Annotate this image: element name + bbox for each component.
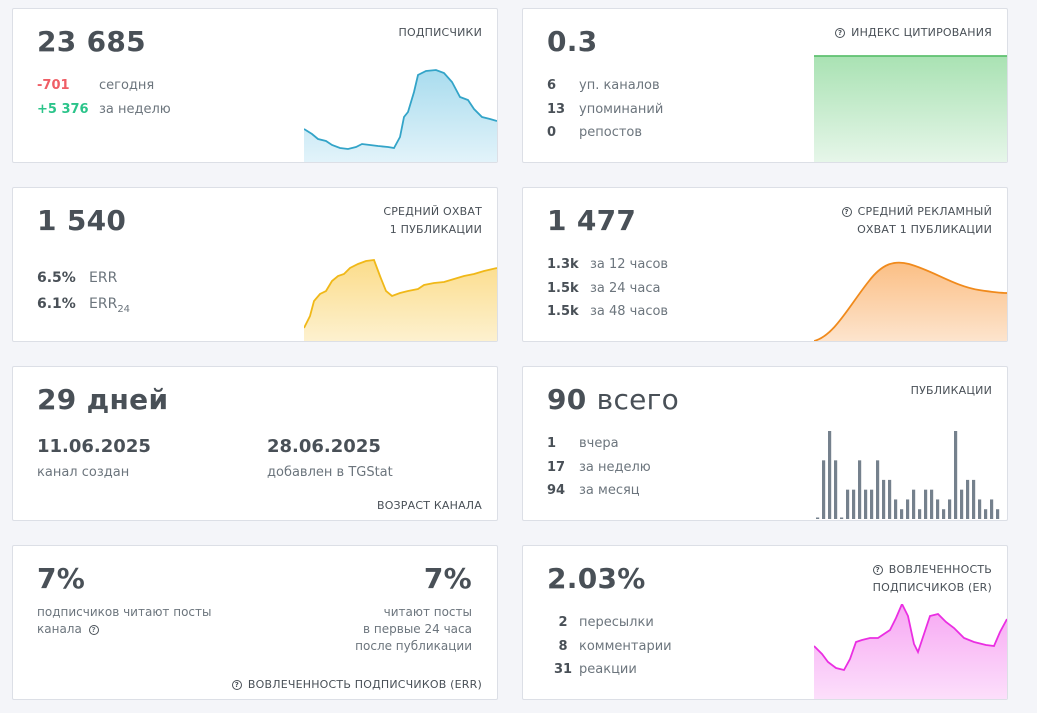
- citation-row: 13 упоминаний: [547, 102, 664, 117]
- today-value: -701: [37, 78, 70, 93]
- ad-reach-row: 1.3k за 12 часов: [547, 257, 669, 272]
- subscribers-sparkline: [304, 69, 497, 162]
- err24-row: 6.1% ERR24: [37, 296, 131, 315]
- channel-age-value: 29 дней: [37, 383, 169, 416]
- help-icon[interactable]: ?: [872, 565, 883, 575]
- er-value: 2.03%: [547, 562, 646, 595]
- ad-reach-row: 1.5k за 48 часов: [547, 304, 669, 319]
- help-icon[interactable]: ?: [841, 207, 852, 217]
- publication-bar: [918, 509, 922, 519]
- citation-row: 0 репостов: [547, 125, 643, 140]
- publication-bar: [990, 499, 994, 519]
- added-date: 28.06.2025: [267, 436, 381, 457]
- publication-bar: [876, 460, 880, 519]
- ad-reach-row: 1.5k за 24 часа: [547, 281, 661, 296]
- citation-value: 0.3: [547, 25, 598, 58]
- subscribers-week: +5 376 за неделю: [37, 98, 171, 122]
- today-label: сегодня: [99, 78, 155, 93]
- created-date: 11.06.2025: [37, 436, 151, 457]
- ad-reach-label: ? СРЕДНИЙ РЕКЛАМНЫЙ ОХВАТ 1 ПУБЛИКАЦИИ: [841, 203, 992, 239]
- added-label: добавлен в TGStat: [267, 465, 393, 480]
- ad-reach-card[interactable]: 1 477 ? СРЕДНИЙ РЕКЛАМНЫЙ ОХВАТ 1 ПУБЛИКА…: [522, 187, 1008, 342]
- err-left-desc: подписчиков читают посты канала ?: [37, 605, 212, 636]
- publication-bar: [852, 489, 856, 519]
- week-value: +5 376: [37, 102, 89, 117]
- er-row: 2 пересылки: [558, 615, 654, 630]
- publication-bar: [948, 499, 952, 519]
- publication-bar: [864, 489, 868, 519]
- publications-row: 94 за месяц: [547, 483, 640, 498]
- publication-bar: [900, 509, 904, 519]
- er-row: 8 комментарии: [558, 639, 672, 654]
- avg-reach-value: 1 540: [37, 204, 127, 237]
- citation-label: ? ИНДЕКС ЦИТИРОВАНИЯ: [835, 24, 992, 42]
- help-icon[interactable]: ?: [835, 28, 846, 38]
- publication-bar: [960, 489, 964, 519]
- publications-label: ПУБЛИКАЦИИ: [910, 384, 992, 397]
- help-icon[interactable]: ?: [88, 625, 99, 635]
- publication-bar: [942, 509, 946, 519]
- ad-reach-value: 1 477: [547, 204, 637, 237]
- err-row: 6.5% ERR: [37, 270, 118, 286]
- publication-bar: [984, 509, 988, 519]
- publication-bar: [888, 479, 892, 519]
- engagement-err-card[interactable]: 7% подписчиков читают посты канала ? 7% …: [12, 545, 498, 700]
- err-right-desc: читают посты в первые 24 часа после публ…: [355, 605, 472, 653]
- avg-reach-label: СРЕДНИЙ ОХВАТ 1 ПУБЛИКАЦИИ: [383, 205, 482, 236]
- publication-bar: [936, 499, 940, 519]
- publication-bar: [978, 499, 982, 519]
- ad-reach-curve: [814, 261, 1007, 341]
- publication-bar: [966, 479, 970, 519]
- citation-card[interactable]: 0.3 ? ИНДЕКС ЦИТИРОВАНИЯ 6 уп. каналов 13 у…: [522, 8, 1008, 163]
- subscribers-today: -701 сегодня: [37, 74, 154, 98]
- publication-bar: [882, 479, 886, 519]
- subscribers-card[interactable]: 23 685 ПОДПИСЧИКИ -701 сегодня +5 376 за н…: [12, 8, 498, 163]
- publication-bar: [870, 489, 874, 519]
- publication-bar: [930, 489, 934, 519]
- publication-bar: [828, 431, 832, 519]
- engagement-err-label: ? ВОВЛЕЧЕННОСТЬ ПОДПИСЧИКОВ (ERR): [231, 676, 482, 694]
- publication-bar: [858, 460, 862, 519]
- er-row: 31 реакции: [553, 662, 637, 677]
- publications-value: 90 всего: [547, 383, 680, 416]
- publications-card[interactable]: 90 всего ПУБЛИКАЦИИ 1 вчера 17 за неделю 9…: [522, 366, 1008, 521]
- publication-bar: [840, 517, 844, 519]
- citation-chart: [814, 55, 1007, 162]
- err-right-value: 7%: [423, 562, 472, 595]
- avg-reach-sparkline: [304, 259, 497, 341]
- publication-bar: [972, 479, 976, 519]
- channel-age-label: ВОЗРАСТ КАНАЛА: [376, 499, 482, 512]
- err-left-value: 7%: [37, 562, 86, 595]
- publication-bar: [924, 489, 928, 519]
- publications-row: 1 вчера: [547, 436, 619, 451]
- citation-row: 6 уп. каналов: [547, 78, 660, 93]
- publications-row: 17 за неделю: [547, 460, 651, 475]
- help-icon[interactable]: ?: [231, 680, 242, 690]
- publication-bar: [894, 499, 898, 519]
- publication-bar: [912, 489, 916, 519]
- publications-bar-chart: [816, 431, 1000, 519]
- avg-reach-card[interactable]: 1 540 СРЕДНИЙ ОХВАТ 1 ПУБЛИКАЦИИ 6.5% ERR…: [12, 187, 498, 342]
- publication-bar: [996, 509, 1000, 519]
- channel-age-card[interactable]: 29 дней 11.06.2025 канал создан 28.06.20…: [12, 366, 498, 521]
- publication-bar: [822, 460, 826, 519]
- subscribers-value: 23 685: [37, 25, 146, 58]
- publication-bar: [954, 431, 958, 519]
- subscribers-label: ПОДПИСЧИКИ: [398, 26, 482, 39]
- publication-bar: [906, 499, 910, 519]
- engagement-er-label: ? ВОВЛЕЧЕННОСТЬ ПОДПИСЧИКОВ (ER): [872, 563, 992, 594]
- created-label: канал создан: [37, 465, 130, 480]
- publication-bar: [816, 517, 820, 519]
- er-sparkline: [814, 604, 1007, 699]
- publication-bar: [834, 460, 838, 519]
- publication-bar: [846, 489, 850, 519]
- week-label: за неделю: [99, 102, 171, 117]
